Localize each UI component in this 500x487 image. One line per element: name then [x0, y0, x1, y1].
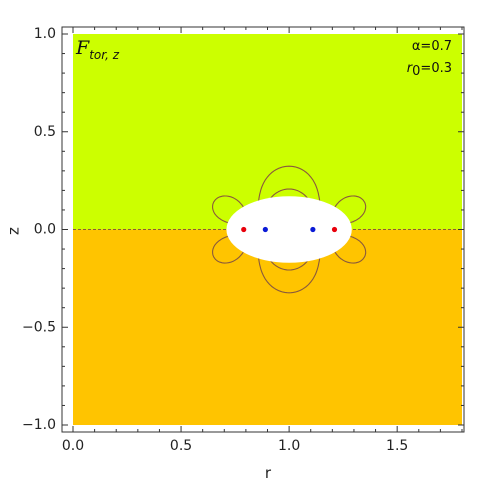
x-tick-label: 0.5 [170, 438, 192, 454]
points-layer [241, 226, 338, 233]
y-tick-label: −1.0 [22, 417, 56, 433]
x-tick-label: 0.0 [62, 438, 84, 454]
y-tick-label: −0.5 [22, 319, 56, 335]
ticks-layer: 0.0 0.5 1.0 1.5 −1.0 −0.5 0.0 0.5 1.0 [22, 26, 464, 454]
x-tick-label: 1.5 [386, 438, 408, 454]
data-point-1 [262, 226, 268, 233]
excluded-ellipse [226, 196, 352, 263]
x-axis-label: r [265, 464, 272, 482]
chart-title: Ftor, z [75, 37, 120, 62]
alpha-annotation: α=0.7 [412, 39, 452, 54]
data-point-3 [331, 226, 338, 233]
region-lower [73, 229, 462, 425]
region-upper [73, 34, 462, 230]
data-point-2 [310, 226, 316, 233]
x-tick-label: 1.0 [278, 438, 300, 454]
data-point-0 [241, 226, 247, 233]
y-tick-label: 0.0 [34, 222, 56, 238]
y-tick-label: 1.0 [34, 26, 56, 42]
region-layer [73, 34, 462, 425]
y-axis-label: z [5, 227, 23, 235]
y-tick-label: 0.5 [34, 124, 56, 140]
r0-annotation: r0=0.3 [407, 61, 452, 79]
excluded-region-layer [226, 196, 352, 263]
